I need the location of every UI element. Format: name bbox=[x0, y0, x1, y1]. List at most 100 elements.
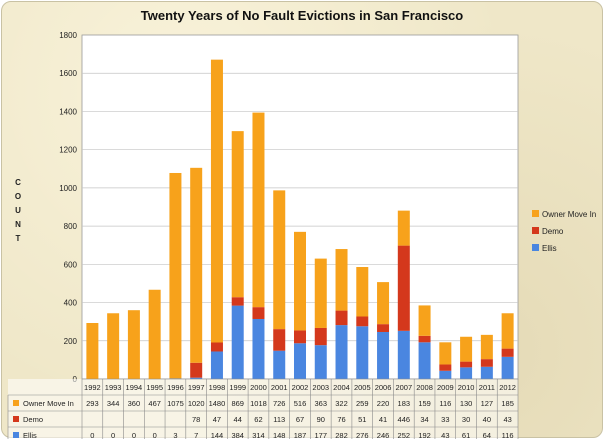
table-cell: 0 bbox=[153, 431, 157, 439]
y-tick-label: 800 bbox=[64, 222, 78, 231]
bar-owner-move-in bbox=[294, 231, 306, 331]
table-cell: 7 bbox=[194, 431, 198, 439]
table-cell: 1480 bbox=[209, 399, 226, 408]
table-cell: 344 bbox=[107, 399, 120, 408]
bar-ellis bbox=[231, 305, 244, 379]
table-cell: 276 bbox=[356, 431, 369, 439]
bar-owner-move-in bbox=[169, 172, 182, 379]
bar-owner-move-in bbox=[460, 336, 473, 362]
table-cell: 185 bbox=[501, 399, 514, 408]
x-tick-label: 2007 bbox=[395, 383, 412, 392]
table-cell: 116 bbox=[502, 431, 514, 439]
y-tick-label: 1600 bbox=[59, 69, 77, 78]
x-tick-label: 2012 bbox=[499, 383, 516, 392]
legend-swatch bbox=[532, 244, 539, 251]
table-row-label: Ellis bbox=[23, 431, 37, 439]
table-legend-key bbox=[13, 416, 19, 422]
legend-entry: Ellis bbox=[542, 244, 557, 253]
x-tick-label: 1994 bbox=[126, 383, 143, 392]
table-cell: 144 bbox=[211, 431, 224, 439]
bar-demo bbox=[210, 342, 223, 352]
table-cell: 127 bbox=[481, 399, 494, 408]
y-tick-label: 1000 bbox=[59, 184, 77, 193]
x-tick-label: 2004 bbox=[333, 383, 350, 392]
x-tick-label: 1993 bbox=[105, 383, 122, 392]
table-row-label: Demo bbox=[23, 415, 43, 424]
bar-demo bbox=[231, 297, 244, 306]
x-tick-label: 2005 bbox=[354, 383, 371, 392]
bar-ellis bbox=[314, 345, 327, 379]
x-tick-label: 1999 bbox=[229, 383, 246, 392]
table-cell: 1018 bbox=[250, 399, 267, 408]
table-cell: 246 bbox=[377, 431, 390, 439]
y-axis-label-letter: U bbox=[15, 206, 21, 215]
table-cell: 446 bbox=[398, 415, 411, 424]
bar-owner-move-in bbox=[314, 258, 327, 328]
legend-swatch bbox=[532, 210, 539, 217]
table-legend-key bbox=[13, 400, 19, 406]
bar-owner-move-in bbox=[190, 167, 203, 363]
table-cell: 67 bbox=[296, 415, 304, 424]
table-cell: 314 bbox=[252, 431, 265, 439]
table-cell: 220 bbox=[377, 399, 390, 408]
y-tick-label: 1800 bbox=[59, 31, 77, 40]
table-row-label: Owner Move In bbox=[23, 399, 74, 408]
x-tick-label: 1992 bbox=[84, 383, 101, 392]
table-cell: 869 bbox=[231, 399, 244, 408]
y-tick-label: 600 bbox=[64, 260, 78, 269]
bar-owner-move-in bbox=[335, 249, 348, 311]
bar-demo bbox=[439, 364, 452, 371]
bar-demo bbox=[273, 329, 286, 351]
bar-ellis bbox=[252, 318, 265, 379]
table-cell: 467 bbox=[148, 399, 161, 408]
y-axis-label-letter: N bbox=[15, 220, 21, 229]
y-tick-label: 1400 bbox=[59, 107, 77, 116]
table-cell: 116 bbox=[439, 399, 451, 408]
x-tick-label: 2000 bbox=[250, 383, 267, 392]
bar-demo bbox=[480, 359, 493, 367]
x-tick-label: 2006 bbox=[375, 383, 392, 392]
table-cell: 726 bbox=[273, 399, 286, 408]
table-cell: 1075 bbox=[167, 399, 184, 408]
x-tick-label: 1995 bbox=[146, 383, 163, 392]
table-cell: 90 bbox=[317, 415, 325, 424]
table-cell: 516 bbox=[294, 399, 307, 408]
table-cell: 40 bbox=[483, 415, 491, 424]
bar-ellis bbox=[460, 367, 473, 379]
table-cell: 33 bbox=[441, 415, 449, 424]
table-cell: 41 bbox=[379, 415, 387, 424]
y-tick-label: 200 bbox=[64, 337, 78, 346]
bar-owner-move-in bbox=[86, 323, 99, 379]
table-cell: 1020 bbox=[188, 399, 205, 408]
bar-ellis bbox=[356, 326, 369, 379]
bar-owner-move-in bbox=[252, 112, 265, 308]
table-legend-key bbox=[13, 432, 19, 438]
bar-ellis bbox=[397, 330, 410, 379]
table-cell: 43 bbox=[441, 431, 449, 439]
legend-entry: Owner Move In bbox=[542, 210, 596, 219]
y-tick-label: 1200 bbox=[59, 146, 77, 155]
bar-ellis bbox=[501, 356, 514, 379]
table-cell: 0 bbox=[111, 431, 115, 439]
y-tick-label: 400 bbox=[64, 299, 78, 308]
table-cell: 30 bbox=[462, 415, 470, 424]
legend-swatch bbox=[532, 227, 539, 234]
bar-demo bbox=[252, 307, 265, 319]
table-cell: 159 bbox=[418, 399, 431, 408]
table-cell: 0 bbox=[132, 431, 136, 439]
bar-demo bbox=[418, 335, 431, 343]
table-cell: 130 bbox=[460, 399, 473, 408]
bar-demo bbox=[335, 310, 348, 326]
table-cell: 43 bbox=[503, 415, 511, 424]
bar-owner-move-in bbox=[377, 282, 390, 325]
bar-demo bbox=[397, 245, 410, 331]
bar-owner-move-in bbox=[418, 305, 431, 336]
table-cell: 282 bbox=[335, 431, 348, 439]
y-axis-label-letter: O bbox=[14, 192, 22, 201]
x-tick-label: 2009 bbox=[437, 383, 454, 392]
table-cell: 293 bbox=[86, 399, 99, 408]
bar-ellis bbox=[273, 350, 286, 379]
bar-demo bbox=[294, 330, 306, 344]
